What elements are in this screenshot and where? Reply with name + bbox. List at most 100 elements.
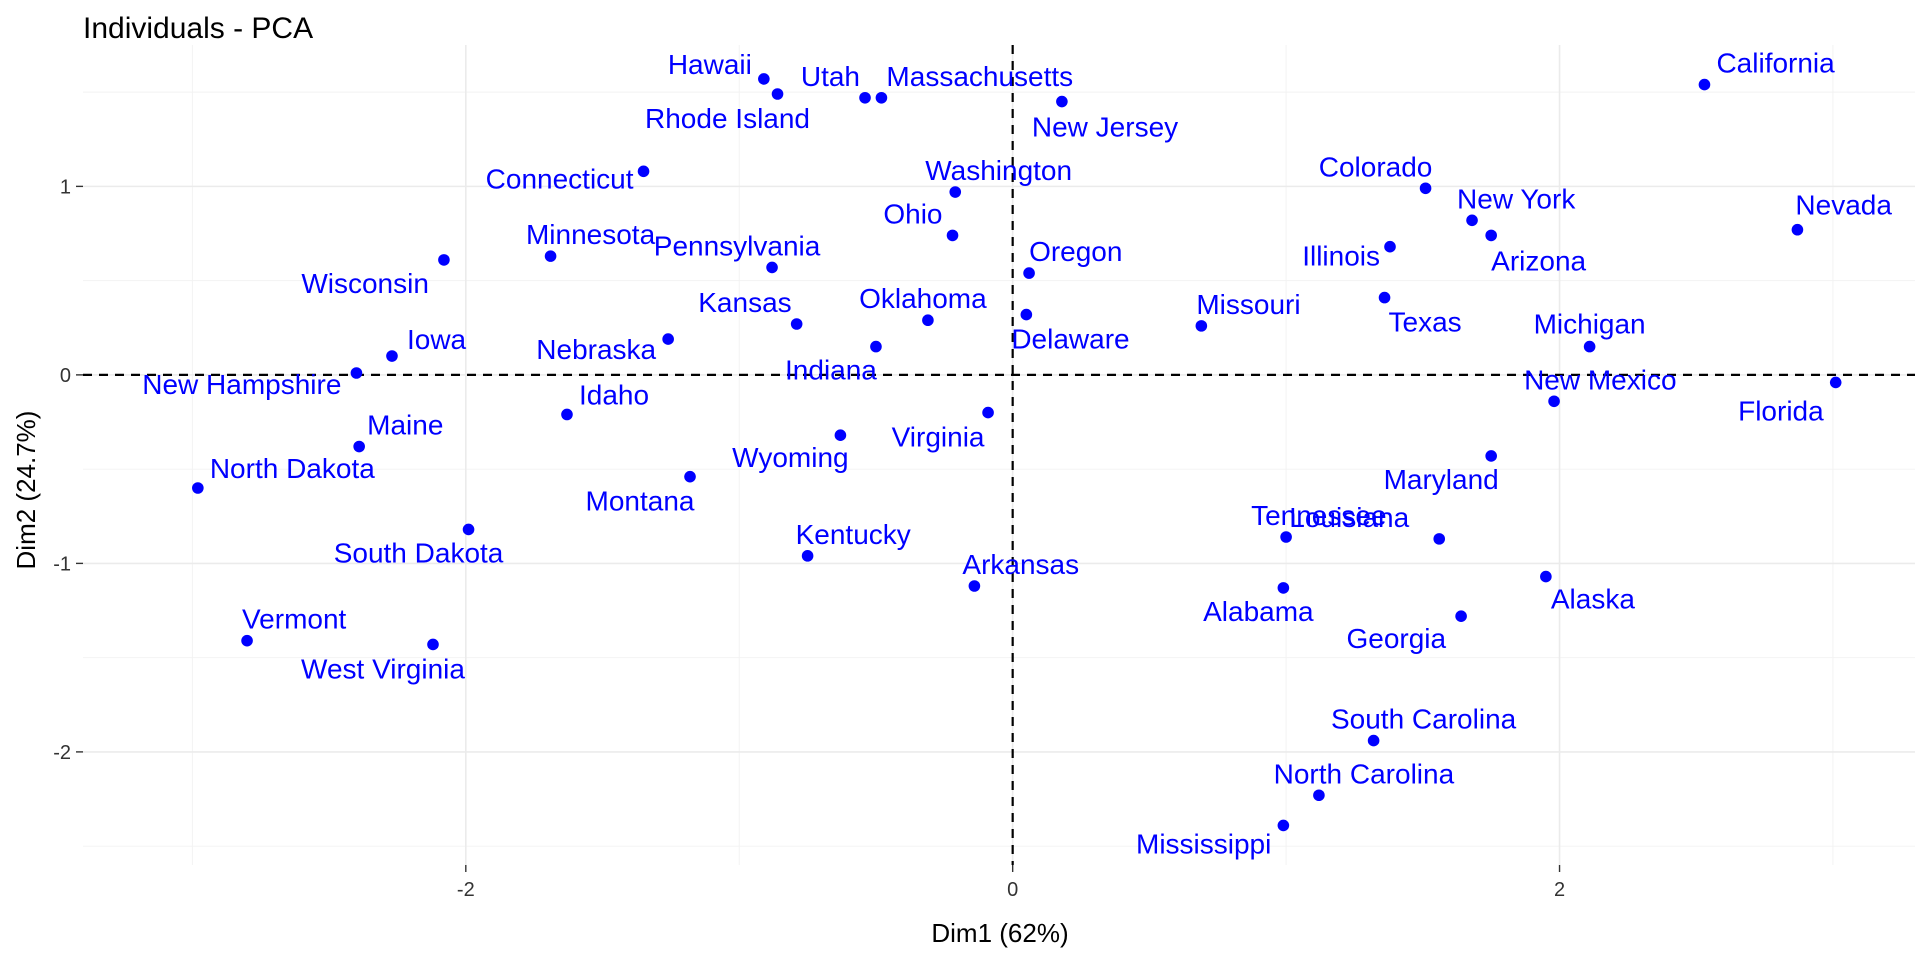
y-tick-label: -1 <box>53 553 71 575</box>
point-label: New Jersey <box>1032 112 1178 143</box>
data-point <box>1419 182 1432 195</box>
x-axis-title: Dim1 (62%) <box>931 918 1068 948</box>
data-point <box>1455 610 1467 622</box>
data-point <box>1698 78 1711 91</box>
y-tick-label: 1 <box>60 176 71 198</box>
point-label: Alabama <box>1203 596 1314 627</box>
point-label: Pennsylvania <box>654 230 821 261</box>
point-label: New Hampshire <box>142 369 341 400</box>
data-point <box>1485 229 1497 242</box>
point-label: Arkansas <box>962 549 1079 580</box>
data-point <box>1466 214 1478 227</box>
point-label: Massachusetts <box>886 61 1073 92</box>
point-labels: California Nevada Florida Michigan New Mexic… <box>142 48 1892 860</box>
point-label: Missouri <box>1196 289 1300 320</box>
data-point <box>350 367 363 379</box>
point-label: Delaware <box>1011 324 1129 355</box>
y-tick-label: 0 <box>60 365 71 387</box>
point-label: Wisconsin <box>301 268 429 299</box>
chart-title: Individuals - PCA <box>83 12 313 45</box>
data-point <box>801 550 814 562</box>
point-label: Virginia <box>892 422 985 453</box>
point-label: Kansas <box>698 287 791 318</box>
data-point <box>968 580 981 592</box>
point-label: Nebraska <box>536 334 656 365</box>
point-label: Connecticut <box>486 163 634 194</box>
data-point <box>462 523 475 536</box>
point-label: Idaho <box>579 379 649 410</box>
data-point <box>353 440 365 453</box>
point-label: Wyoming <box>732 442 848 473</box>
point-label: Texas <box>1389 307 1462 338</box>
data-point <box>1791 223 1804 236</box>
data-point <box>1540 570 1552 583</box>
data-point <box>1195 320 1208 332</box>
x-tick-label: 0 <box>1007 879 1018 901</box>
data-point <box>544 250 557 262</box>
data-point <box>1280 531 1292 543</box>
point-label: Michigan <box>1534 309 1646 340</box>
data-point <box>637 165 650 178</box>
point-label: Kentucky <box>796 519 911 550</box>
data-point <box>1485 450 1497 462</box>
point-label: New York <box>1457 183 1576 214</box>
data-point <box>1583 340 1596 353</box>
point-label: New Mexico <box>1524 364 1676 395</box>
data-point <box>1277 819 1290 832</box>
point-label: Arizona <box>1491 245 1586 276</box>
point-label: Washington <box>925 155 1072 186</box>
point-label: Nevada <box>1795 190 1892 221</box>
data-point <box>1378 291 1391 304</box>
point-label: South Dakota <box>334 537 504 568</box>
y-tick-label: -2 <box>53 742 71 764</box>
point-label: Minnesota <box>526 219 656 250</box>
point-label: Maine <box>367 410 443 441</box>
point-label: Ohio <box>883 198 942 229</box>
reference-lines <box>83 45 1915 865</box>
data-point <box>1023 267 1035 279</box>
data-point <box>766 261 778 274</box>
data-point <box>982 406 994 419</box>
data-point <box>1548 395 1560 408</box>
point-label: South Carolina <box>1331 704 1517 735</box>
data-point <box>834 429 847 442</box>
data-point <box>859 91 871 104</box>
x-tick-label: -2 <box>457 879 475 901</box>
data-point <box>241 634 253 647</box>
data-point <box>1277 582 1290 594</box>
data-point <box>1056 95 1068 108</box>
data-point <box>438 254 450 266</box>
data-point <box>1433 533 1446 545</box>
data-point <box>386 350 398 362</box>
data-point <box>684 470 696 483</box>
data-point <box>427 638 439 651</box>
axes: -2 0 2 -2 -1 0 1 <box>53 176 1565 901</box>
data-points <box>192 73 1842 832</box>
point-label: Oregon <box>1029 236 1122 267</box>
data-point <box>922 314 934 327</box>
point-label: North Dakota <box>210 453 375 484</box>
data-point <box>1313 789 1325 802</box>
data-point <box>1829 376 1842 389</box>
point-label: Georgia <box>1346 623 1446 654</box>
point-label: Colorado <box>1319 151 1433 182</box>
point-label: Mississippi <box>1136 828 1271 859</box>
point-label: Vermont <box>242 604 346 635</box>
data-point <box>771 88 784 100</box>
data-point <box>875 91 888 104</box>
data-point <box>561 408 573 421</box>
data-point <box>662 333 674 345</box>
point-label: West Virginia <box>301 653 465 684</box>
data-point <box>1367 734 1380 747</box>
data-point <box>949 186 962 198</box>
point-label: Louisiana <box>1289 502 1409 533</box>
point-label: Rhode Island <box>645 103 810 134</box>
x-tick-label: 2 <box>1554 879 1565 901</box>
point-label: Florida <box>1738 395 1824 426</box>
data-point <box>870 340 882 353</box>
point-label: Oklahoma <box>859 283 987 314</box>
data-point <box>946 229 959 242</box>
y-axis-title: Dim2 (24.7%) <box>11 411 41 570</box>
point-label: Illinois <box>1302 241 1380 272</box>
